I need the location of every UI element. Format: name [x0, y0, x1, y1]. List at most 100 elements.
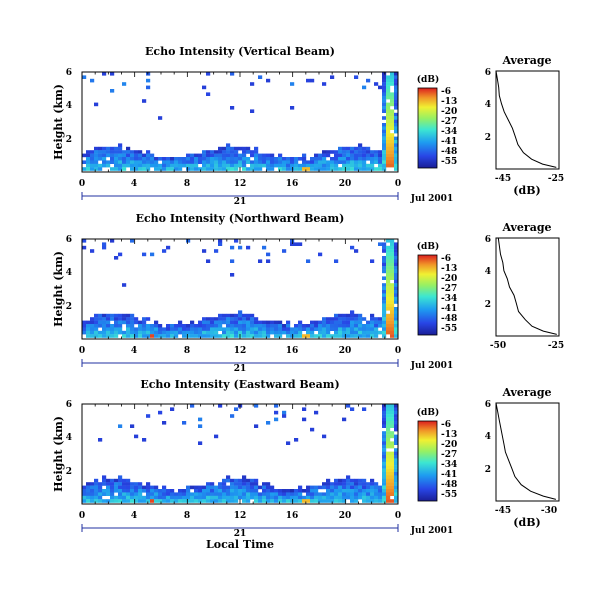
heatmap-cell [314, 492, 319, 496]
heatmap-cell [222, 157, 227, 161]
heatmap-cell [214, 330, 219, 335]
heatmap-cell [318, 160, 323, 164]
heatmap-cell [234, 163, 239, 168]
heatmap-cell [94, 492, 99, 496]
heatmap-cell [390, 143, 395, 147]
heatmap-cell [282, 249, 287, 253]
heatmap-cell [354, 249, 359, 253]
heatmap-cell [126, 489, 131, 493]
heatmap-cell [210, 153, 215, 158]
heatmap-cell [178, 489, 183, 493]
y-tick: 6 [66, 235, 72, 245]
heatmap-cell [142, 320, 147, 325]
heatmap-cell [254, 160, 259, 164]
heatmap-cell [294, 334, 299, 338]
heatmap-cell [334, 489, 339, 493]
heatmap-cell [226, 489, 231, 493]
heatmap-cell [382, 140, 387, 144]
heatmap-cell [322, 495, 327, 500]
heatmap-cell [146, 482, 151, 486]
heatmap-cell [110, 495, 115, 500]
heatmap-cell [150, 334, 155, 338]
heatmap-cell [210, 499, 215, 503]
heatmap-cell [222, 334, 227, 338]
heatmap-cell [226, 320, 231, 325]
heatmap-cell [226, 146, 231, 151]
heatmap-cell [234, 495, 239, 500]
heatmap-cell [358, 482, 363, 486]
heatmap-cell [294, 167, 299, 171]
heatmap-cell [190, 167, 195, 171]
heatmap-cell [238, 153, 243, 158]
heatmap-cell [186, 485, 191, 490]
heatmap-cell [366, 320, 371, 325]
heatmap-cell [166, 495, 171, 500]
heatmap-cell [382, 146, 387, 151]
heatmap-cell [370, 327, 375, 331]
heatmap-cell [262, 495, 267, 500]
heatmap-cell [314, 320, 319, 325]
colorbar-tick: -27 [441, 117, 457, 127]
heatmap-cell [110, 334, 115, 338]
heatmap-cell [226, 330, 231, 335]
heatmap-cell [222, 499, 227, 503]
heatmap-cell [206, 72, 211, 76]
heatmap-cell [118, 485, 123, 490]
heatmap-cell [330, 317, 335, 321]
heatmap-cell [246, 334, 251, 338]
heatmap-cell [246, 146, 251, 151]
heatmap-cell [378, 317, 383, 321]
heatmap-cell [394, 327, 399, 331]
heatmap-cell [158, 324, 163, 328]
average-x-tick: -50 [490, 341, 506, 351]
heatmap-cell [250, 150, 255, 154]
heatmap-cell [114, 330, 119, 335]
heatmap-cell [314, 167, 319, 171]
heatmap-cell [302, 157, 307, 161]
heatmap-cell [386, 106, 391, 110]
heatmap-cell [382, 153, 387, 158]
heatmap-cell [302, 407, 307, 411]
heatmap-cell [130, 150, 135, 154]
date-day: 21 [234, 364, 247, 374]
heatmap-cell [166, 492, 171, 496]
heatmap-cell [358, 157, 363, 161]
heatmap-cell [326, 492, 331, 496]
heatmap-cell [362, 492, 367, 496]
heatmap-cell [322, 320, 327, 325]
heatmap-cell [382, 468, 387, 473]
heatmap-cell [390, 239, 395, 243]
heatmap-cell [238, 313, 243, 318]
heatmap-cell [238, 482, 243, 486]
heatmap-cell [326, 163, 331, 168]
heatmap-cell [206, 92, 211, 96]
heatmap-cell [90, 330, 95, 335]
heatmap-cell [386, 434, 391, 439]
heatmap-cell [102, 153, 107, 158]
heatmap-cell [390, 485, 395, 490]
heatmap-cell [330, 167, 335, 171]
average-profile: Average 6 4 2 -45 -30 (dB) [485, 386, 560, 529]
heatmap-cell [190, 404, 195, 408]
heatmap-cell [318, 327, 323, 331]
heatmap-cell [214, 492, 219, 496]
heatmap-cell [130, 499, 135, 503]
heatmap-cell [206, 327, 211, 331]
heatmap-cell [142, 499, 147, 503]
heatmap-cell [382, 276, 387, 280]
heatmap-cell [146, 167, 151, 171]
heatmap-cell [162, 421, 167, 425]
heatmap-cell [282, 327, 287, 331]
heatmap-cell [270, 167, 275, 171]
heatmap-cell [122, 167, 127, 171]
heatmap-cell [286, 157, 291, 161]
heatmap-cell [178, 160, 183, 164]
heatmap-cell [102, 499, 107, 503]
heatmap-cell [382, 414, 387, 418]
heatmap-cell [394, 242, 399, 246]
heatmap-cell [202, 157, 207, 161]
heatmap-cell [310, 427, 315, 432]
heatmap-cell [390, 290, 395, 294]
average-x-tick: -45 [495, 174, 511, 184]
heatmap-cell [386, 112, 391, 117]
